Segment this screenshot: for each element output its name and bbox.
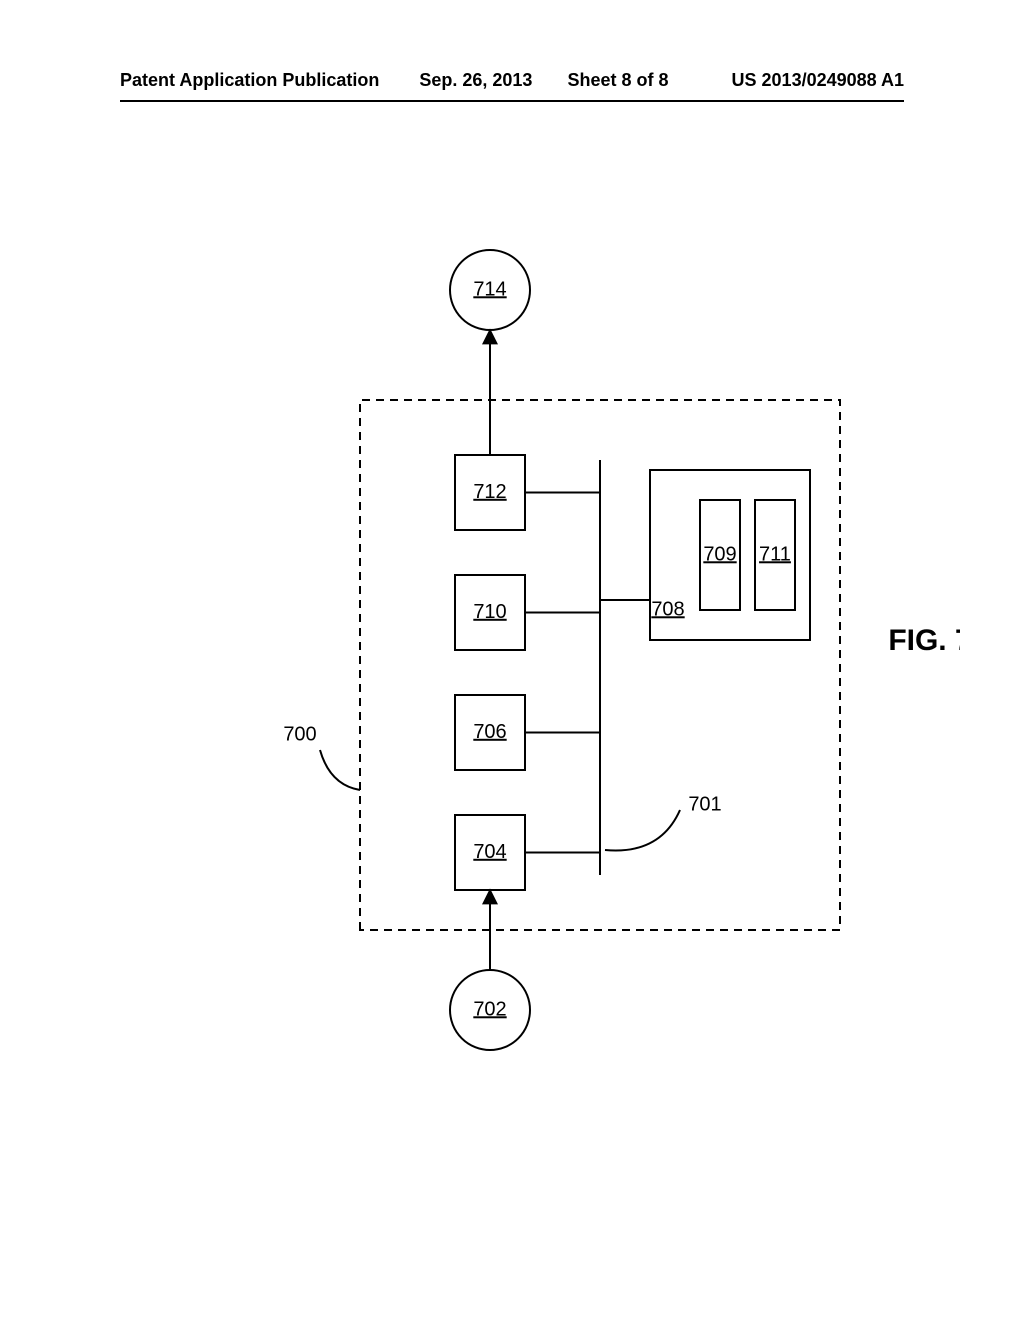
svg-text:708: 708	[651, 598, 684, 620]
svg-text:701: 701	[688, 793, 721, 815]
page-header: Patent Application Publication Sep. 26, …	[0, 70, 1024, 91]
svg-text:700: 700	[283, 723, 316, 745]
figure-7-diagram: 700 701 702 714 704 706 710 712 708 709 711 FIG. 7	[60, 200, 960, 1100]
svg-text:FIG. 7: FIG. 7	[888, 624, 960, 657]
svg-text:710: 710	[473, 601, 506, 623]
sheet-number: Sheet 8 of 8	[567, 70, 668, 91]
page: Patent Application Publication Sep. 26, …	[0, 0, 1024, 1320]
publication-label: Patent Application Publication	[120, 70, 379, 91]
svg-text:704: 704	[473, 841, 506, 863]
publication-number: US 2013/0249088 A1	[732, 70, 904, 91]
svg-text:712: 712	[473, 481, 506, 503]
header-rule	[120, 100, 904, 102]
svg-text:709: 709	[703, 543, 736, 565]
svg-text:706: 706	[473, 721, 506, 743]
publication-date: Sep. 26, 2013	[419, 70, 532, 91]
svg-text:714: 714	[473, 278, 506, 300]
svg-text:711: 711	[759, 543, 791, 565]
svg-text:702: 702	[473, 998, 506, 1020]
diagram-svg: 700 701 702 714 704 706 710 712 708 709 711 FIG. 7	[60, 200, 960, 1100]
